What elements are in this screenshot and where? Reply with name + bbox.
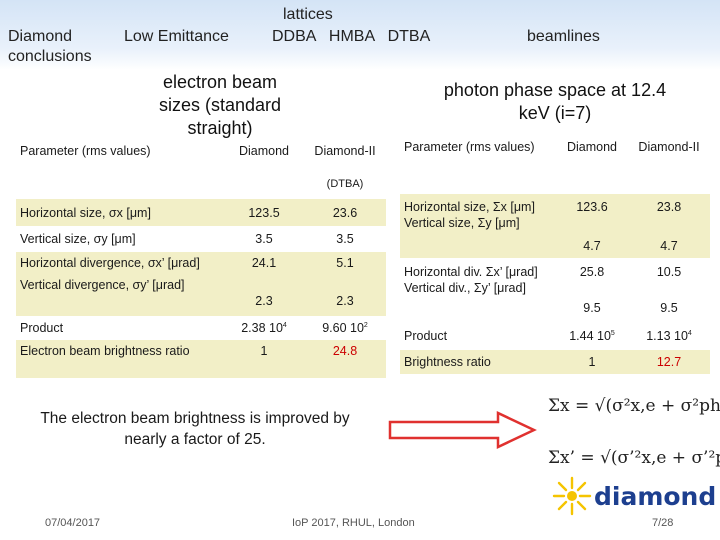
- table-row: Product 2.38 104 9.60 102: [16, 316, 386, 340]
- row-value: 1.13 104: [646, 329, 692, 343]
- table-row: Brightness ratio 1 12.7: [400, 350, 710, 374]
- row-value: 123.6 4.7: [556, 194, 628, 258]
- row-value: 5.1 2.3: [304, 252, 386, 316]
- right-heading: photon phase space at 12.4 keV (i=7): [443, 80, 667, 123]
- row-label: Horizontal size, Σx [μm] Vertical size, Σ…: [400, 194, 556, 258]
- nav-conclusions[interactable]: conclusions: [8, 48, 92, 65]
- nav-low-emittance[interactable]: Low Emittance: [124, 28, 229, 45]
- col-header-param: Parameter (rms values): [404, 140, 535, 154]
- row-label: Horizontal divergence, σx’ [μrad] Vertica…: [16, 252, 224, 316]
- table-header-row: Parameter (rms values) Diamond Diamond-I…: [16, 141, 386, 199]
- photon-table: Parameter (rms values) Diamond Diamond-I…: [400, 137, 710, 374]
- row-label: Electron beam brightness ratio: [16, 340, 224, 378]
- nav-diamond[interactable]: Diamond: [8, 28, 73, 45]
- conclusion-text: The electron beam brightness is improved…: [40, 410, 350, 448]
- table-header-row: Parameter (rms values) Diamond Diamond-I…: [400, 137, 710, 194]
- row-value: 3.5: [255, 232, 273, 246]
- row-value: 1.44 105: [569, 329, 615, 343]
- col-header-diamond: Diamond: [238, 144, 290, 158]
- row-value: 24.1 2.3: [224, 252, 304, 316]
- row-value: 1: [224, 340, 304, 378]
- nav-lattice-types[interactable]: DDBA HMBA DTBA: [272, 28, 431, 45]
- row-value-highlight: 24.8: [304, 340, 386, 378]
- row-value: 2.38 104: [241, 321, 287, 335]
- logo-wordmark: diamond: [594, 482, 717, 511]
- formula-sigma-x-prime: Σx’ = √(σ’²x,e + σ’²ph): [548, 448, 720, 468]
- row-value: 25.8 9.5: [579, 265, 605, 315]
- arrow-right-icon: [388, 411, 537, 449]
- table-row: Horizontal div. Σx’ [μrad] Vertical div.,…: [400, 258, 710, 328]
- row-label: Horizontal div. Σx’ [μrad] Vertical div.,…: [404, 265, 538, 295]
- electron-table: Parameter (rms values) Diamond Diamond-I…: [16, 141, 386, 378]
- table-row: Product 1.44 105 1.13 104: [400, 328, 710, 350]
- col-header-diamond2: Diamond-II: [638, 140, 700, 154]
- col-header-param: Parameter (rms values): [20, 144, 151, 158]
- table-row: Horizontal size, σx [μm] 123.5 23.6: [16, 199, 386, 226]
- nav-lattices[interactable]: lattices: [283, 6, 333, 23]
- footer-venue: IoP 2017, RHUL, London: [292, 517, 415, 529]
- left-heading: electron beam sizes (standard straight): [158, 72, 282, 138]
- header-band: [0, 0, 720, 70]
- row-value: 3.5: [336, 232, 354, 246]
- diamond-burst-icon: [552, 476, 592, 516]
- table-row: Vertical size, σy [μm] 3.5 3.5: [16, 226, 386, 252]
- col-header-diamond2: Diamond-II (DTBA): [314, 144, 376, 190]
- row-label: Horizontal size, σx [μm]: [16, 199, 224, 226]
- row-value: 123.5: [224, 199, 304, 226]
- row-value: 23.6: [304, 199, 386, 226]
- row-label: Brightness ratio: [400, 350, 556, 374]
- nav-beamlines[interactable]: beamlines: [527, 28, 600, 45]
- footer-date: 07/04/2017: [45, 517, 101, 529]
- row-value-highlight: 12.7: [628, 350, 710, 374]
- formula-sigma-x: Σx = √(σ²x,e + σ²ph): [548, 396, 720, 416]
- row-value: 23.8 4.7: [628, 194, 710, 258]
- row-label: Product: [404, 329, 448, 343]
- col-header-diamond: Diamond: [566, 140, 618, 154]
- table-row: Electron beam brightness ratio 1 24.8: [16, 340, 386, 378]
- page-number: 7/28: [652, 517, 674, 529]
- row-label: Product: [20, 321, 64, 335]
- row-value: 1: [556, 350, 628, 374]
- table-row: Horizontal size, Σx [μm] Vertical size, Σ…: [400, 194, 710, 258]
- row-value: 9.60 102: [322, 321, 368, 335]
- row-value: 10.5 9.5: [656, 265, 682, 315]
- row-label: Vertical size, σy [μm]: [20, 232, 136, 246]
- diamond-logo: diamond: [552, 472, 716, 518]
- table-row: Horizontal divergence, σx’ [μrad] Vertica…: [16, 252, 386, 316]
